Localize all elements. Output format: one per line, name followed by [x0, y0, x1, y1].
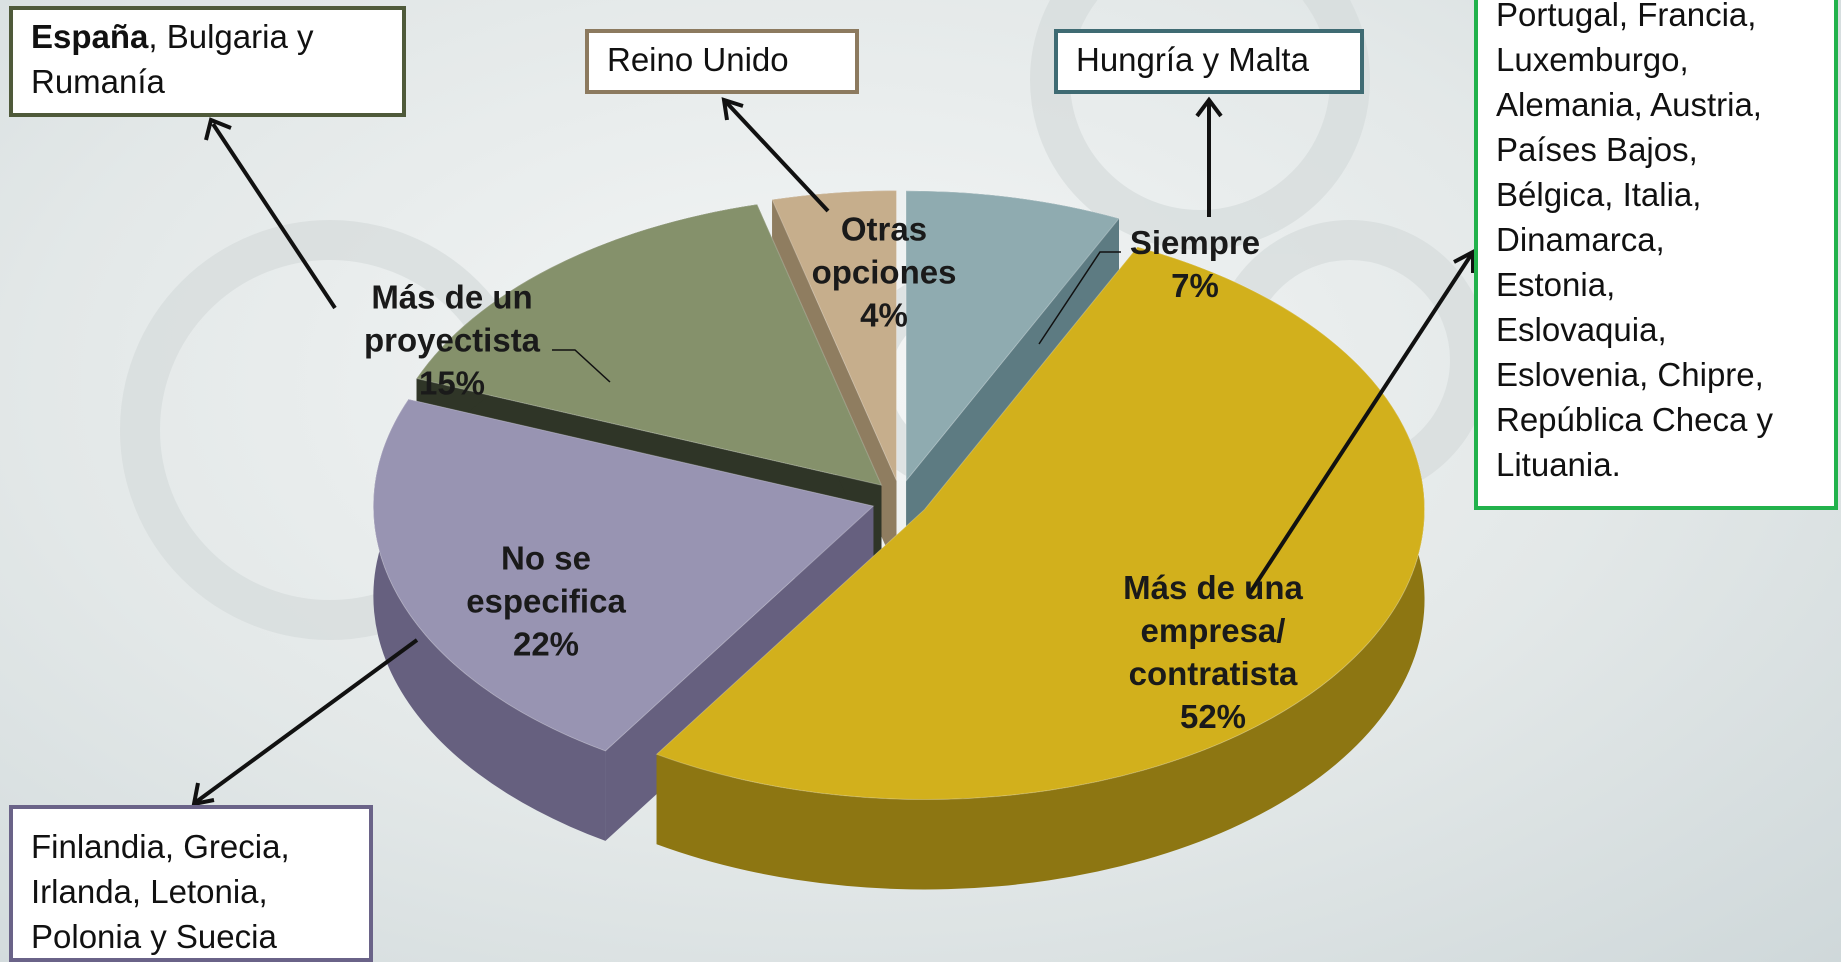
arrow	[211, 122, 337, 310]
slice-label: Otras opciones 4%	[812, 208, 957, 337]
value-label: 4%	[860, 296, 908, 334]
slice	[905, 190, 1120, 483]
callout: Portugal, Francia, Luxemburgo, Alemania,…	[1474, 0, 1838, 510]
callout: Hungría y Malta	[1054, 29, 1364, 94]
callout: Finlandia, Grecia, Irlanda, Letonia, Pol…	[9, 805, 373, 962]
callout-text: Portugal, Francia, Luxemburgo, Alemania,…	[1496, 0, 1773, 483]
category-label: Más de un proyectista	[363, 278, 541, 359]
callout: Reino Unido	[585, 29, 859, 94]
slice-label: Más de un proyectista 15%	[364, 276, 540, 405]
category-label: No se especifica	[466, 539, 626, 620]
callout-text: Finlandia, Grecia, Irlanda, Letonia, Pol…	[31, 828, 290, 955]
arrow	[724, 100, 830, 213]
leader-line	[552, 349, 611, 383]
arrow-head	[191, 782, 215, 807]
value-label: 52%	[1179, 698, 1247, 735]
callout: España, Bulgaria y Rumanía	[9, 6, 406, 117]
slice-label: No se especifica 22%	[466, 537, 626, 666]
value-label: 15%	[418, 364, 486, 402]
arrow	[1248, 253, 1473, 595]
slice	[655, 246, 1425, 800]
callout-text: , Bulgaria y Rumanía	[31, 18, 314, 100]
callout-text: Hungría y Malta	[1076, 41, 1309, 78]
slice	[372, 398, 875, 752]
arrows	[191, 96, 1475, 807]
value-label: 7%	[1171, 267, 1219, 304]
arrow-head	[1195, 96, 1223, 118]
slice-side	[373, 399, 606, 841]
leader-line	[1038, 251, 1121, 345]
slice-label: Más de una empresa/ contratista 52%	[1123, 566, 1303, 738]
arrow-head	[1453, 248, 1475, 273]
slice	[771, 190, 897, 481]
callout-text: Reino Unido	[607, 41, 789, 78]
value-label: 22%	[512, 625, 580, 663]
slice-side	[656, 247, 1425, 890]
arrow-head	[204, 117, 232, 141]
category-label: Otras opciones	[811, 210, 957, 291]
slice	[415, 203, 883, 487]
category-label: Siempre	[1129, 224, 1261, 261]
category-label: Más de una empresa/ contratista	[1123, 569, 1303, 692]
pie	[372, 190, 1425, 890]
arrow	[194, 638, 419, 804]
arrow-head	[721, 97, 744, 121]
slice-label: Siempre 7%	[1130, 221, 1260, 307]
callout-bold: España	[31, 18, 149, 55]
